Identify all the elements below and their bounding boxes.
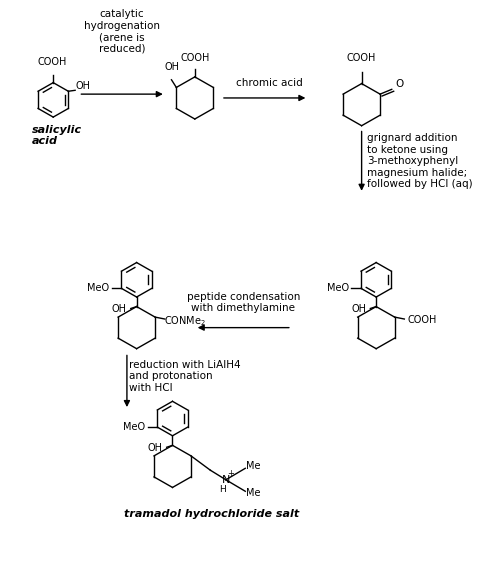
Text: tramadol hydrochloride salt: tramadol hydrochloride salt [124, 509, 300, 519]
Text: COOH: COOH [407, 315, 436, 325]
Text: OH: OH [165, 62, 180, 72]
Text: salicylic
acid: salicylic acid [32, 125, 82, 146]
Text: CONMe$_2$: CONMe$_2$ [164, 314, 206, 328]
Text: N: N [222, 475, 230, 485]
Text: COOH: COOH [180, 53, 210, 62]
Text: catalytic
hydrogenation
(arene is
reduced): catalytic hydrogenation (arene is reduce… [84, 9, 160, 54]
Text: grignard addition
to ketone using
3-methoxyphenyl
magnesium halide;
followed by : grignard addition to ketone using 3-meth… [368, 133, 473, 189]
Text: OH: OH [112, 305, 126, 315]
Text: MeO: MeO [87, 283, 110, 293]
Text: OH: OH [148, 443, 162, 453]
Text: COOH: COOH [38, 57, 67, 67]
Text: chromic acid: chromic acid [236, 78, 303, 88]
Text: O: O [396, 79, 404, 89]
Text: reduction with LiAlH4
and protonation
with HCl: reduction with LiAlH4 and protonation wi… [129, 360, 240, 393]
Text: MeO: MeO [326, 283, 349, 293]
Text: MeO: MeO [123, 422, 145, 432]
Text: Me: Me [246, 461, 260, 472]
Text: +: + [228, 469, 234, 478]
Text: peptide condensation
with dimethylamine: peptide condensation with dimethylamine [186, 292, 300, 313]
Text: H: H [220, 485, 226, 494]
Text: COOH: COOH [347, 53, 376, 62]
Text: OH: OH [351, 305, 366, 315]
Text: OH: OH [76, 80, 90, 90]
Text: Me: Me [246, 488, 260, 498]
